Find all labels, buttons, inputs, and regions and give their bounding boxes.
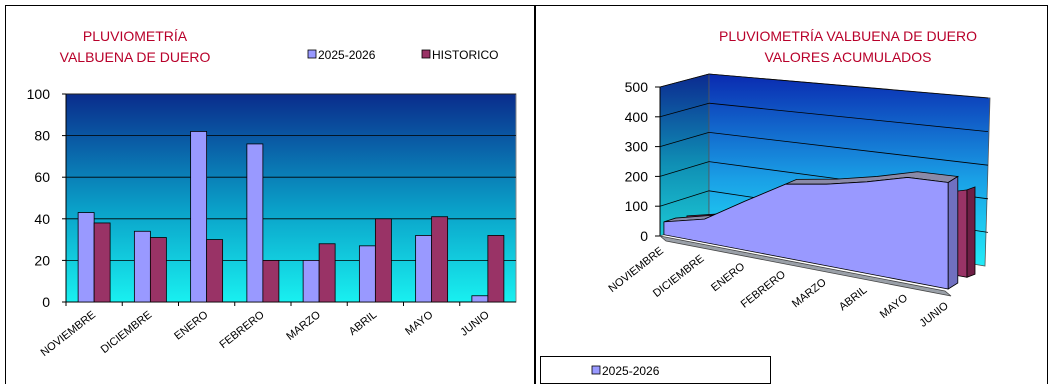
chart-2-side-gridline-500 xyxy=(659,73,710,88)
chart-1-legend: 2025-2026 HISTORICO xyxy=(307,48,498,62)
chart-1: PLUVIOMETRÍA VALBUENA DE DUERO 2025-2026… xyxy=(27,28,517,359)
bar-2025-2026-marzo xyxy=(302,259,320,303)
bar-historico-febrero xyxy=(262,259,280,303)
bar-historico-abril xyxy=(374,218,392,303)
area-historico-side xyxy=(966,186,976,278)
legend-swatch-2025-2026 xyxy=(307,49,317,59)
bar-2025-2026-abril xyxy=(358,245,376,303)
legend-swatch-2025-2026 xyxy=(591,365,601,375)
chart-2-side-wall xyxy=(659,73,710,237)
bar-historico-noviembre xyxy=(93,222,111,303)
chart-1-y-tick-label: 20 xyxy=(34,252,50,268)
chart-2-legend-box xyxy=(540,356,771,384)
area-2025-2026 xyxy=(663,177,949,290)
bar-historico-enero xyxy=(206,239,224,303)
chart-2-title-line-1: PLUVIOMETRÍA VALBUENA DE DUERO xyxy=(719,28,977,44)
chart-2-floor xyxy=(659,235,952,297)
chart-1-y-tick-label: 40 xyxy=(34,211,50,227)
chart-2-back-gridline-500 xyxy=(708,73,989,99)
chart-2-y-tick-label: 0 xyxy=(640,228,648,244)
bar-2025-2026-enero xyxy=(190,131,208,303)
chart-2-side-gridline-100 xyxy=(659,190,710,207)
chart-2-y-tick-label: 400 xyxy=(625,109,649,125)
chart-2-y-tick-label: 300 xyxy=(625,139,649,155)
chart-2-legend: 2025-2026 xyxy=(540,356,771,384)
chart-1-title-line-2: VALBUENA DE DUERO xyxy=(60,49,211,65)
chart-2-y-tick-label: 100 xyxy=(625,198,649,214)
chart-2-y-axis: 0 100 200 300 400 500 xyxy=(625,79,661,244)
bar-2025-2026-noviembre xyxy=(77,212,95,303)
chart-1-y-tick-label: 60 xyxy=(34,169,50,185)
chart-2-side-gridline-300 xyxy=(659,132,710,147)
chart-1-bars xyxy=(77,131,505,303)
chart-2-side-gridline-200 xyxy=(659,161,710,177)
area-2025-2026-end xyxy=(947,175,959,290)
bar-2025-2026-mayo xyxy=(415,235,433,303)
legend-swatch-historico xyxy=(421,49,431,59)
chart-2-y-tick-label: 200 xyxy=(625,168,649,184)
bar-historico-marzo xyxy=(318,243,336,303)
chart-1-y-tick-label: 100 xyxy=(27,86,51,102)
chart-1-y-tick-label: 80 xyxy=(34,128,50,144)
bar-historico-diciembre xyxy=(149,237,167,303)
chart-2-title-line-2: VALORES ACUMULADOS xyxy=(764,49,931,65)
chart-2-side-gridline-400 xyxy=(659,102,710,118)
bar-2025-2026-junio xyxy=(471,295,489,303)
bar-historico-junio xyxy=(487,235,505,303)
bar-2025-2026-diciembre xyxy=(133,230,151,303)
legend-label-historico: HISTORICO xyxy=(432,48,498,62)
chart-2-back-gridline-300 xyxy=(708,132,989,166)
bar-historico-mayo xyxy=(431,216,449,303)
legend-label-2025-2026: 2025-2026 xyxy=(602,364,660,378)
chart-2-areas xyxy=(659,171,976,297)
chart-1-y-tick-label: 0 xyxy=(42,294,50,310)
chart-1-title-line-1: PLUVIOMETRÍA xyxy=(83,28,188,44)
chart-1-plot-area xyxy=(65,93,517,303)
legend-label-2025-2026: 2025-2026 xyxy=(318,48,376,62)
bar-2025-2026-febrero xyxy=(246,143,264,303)
chart-2-y-tick-label: 500 xyxy=(625,79,649,95)
chart-2-back-gridline-400 xyxy=(708,102,989,132)
